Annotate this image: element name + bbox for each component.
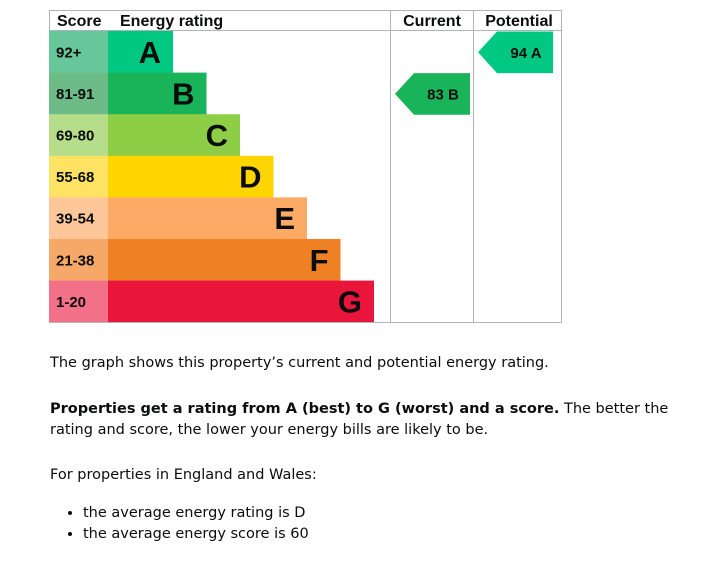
score-range-a: 92+ (56, 44, 82, 61)
rating-explanation: Properties get a rating from A (best) to… (50, 399, 690, 441)
current-rating-arrow (395, 73, 470, 115)
rating-letter-c: C (206, 118, 228, 153)
score-cell-a (49, 31, 108, 73)
rating-letter-a: A (139, 35, 161, 70)
header-potential: Potential (485, 13, 553, 30)
rating-letter-e: E (274, 201, 295, 236)
rating-arrows: 83 B 94 A (395, 31, 553, 115)
rating-bar-e (108, 197, 307, 240)
score-range-c: 69-80 (56, 128, 94, 145)
rating-bar-a (108, 31, 173, 73)
grid-lines (49, 10, 562, 323)
list-item: the average energy rating is D (83, 503, 309, 524)
score-cell-f (49, 239, 108, 281)
score-range-f: 21-38 (56, 252, 94, 269)
potential-rating-label: 94 A (510, 45, 541, 62)
score-range-g: 1-20 (56, 294, 86, 311)
score-range-d: 55-68 (56, 169, 94, 186)
rating-letter-g: G (338, 284, 362, 319)
rating-letter-b: B (172, 76, 194, 111)
epc-chart: Score Energy rating Current Potential 92… (49, 10, 562, 323)
rating-bar-b (108, 72, 207, 115)
rating-explanation-bold: Properties get a rating from A (best) to… (50, 401, 560, 417)
rating-bar-g (108, 280, 374, 323)
rating-bar-f (108, 239, 341, 281)
rating-bar-d (108, 155, 274, 198)
header-energy-rating: Energy rating (120, 13, 223, 30)
header-current: Current (403, 13, 461, 30)
current-rating-label: 83 B (427, 86, 459, 103)
list-item: the average energy score is 60 (83, 524, 309, 545)
rating-bar-c (108, 114, 240, 157)
rating-explanation-rest: The better the rating and score, the low… (50, 401, 669, 438)
intro-text: The graph shows this property’s current … (50, 355, 549, 371)
score-range-e: 39-54 (56, 211, 95, 228)
score-cell-b (49, 72, 108, 115)
score-range-b: 81-91 (56, 86, 94, 103)
score-cell-g (49, 280, 108, 323)
header-score: Score (57, 13, 102, 30)
header-row (49, 10, 562, 31)
rating-letter-f: F (310, 243, 329, 278)
rating-letter-d: D (239, 160, 261, 195)
averages-list: the average energy rating is D the avera… (50, 503, 309, 545)
potential-rating-arrow (478, 31, 553, 74)
score-cell-e (49, 197, 108, 240)
score-cell-d (49, 155, 108, 198)
region-text: For properties in England and Wales: (50, 467, 317, 483)
rating-bands: 92+ A 81-91 B 69-80 C 55-68 D 39-54 E 21-38 F 1-20 G (49, 31, 374, 323)
score-cell-c (49, 114, 108, 157)
